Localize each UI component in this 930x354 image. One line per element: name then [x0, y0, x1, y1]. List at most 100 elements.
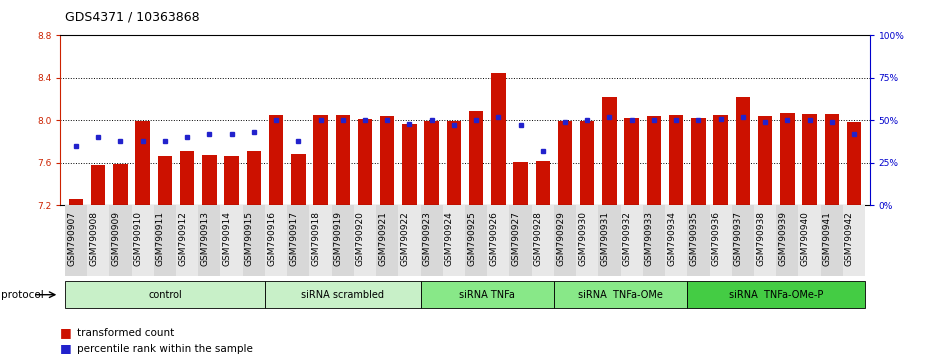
Text: GSM790919: GSM790919 — [334, 211, 343, 266]
Text: percentile rank within the sample: percentile rank within the sample — [77, 344, 253, 354]
Bar — [777, 205, 799, 276]
Bar — [358, 119, 372, 205]
Text: GSM790927: GSM790927 — [512, 211, 521, 266]
Text: GSM790918: GSM790918 — [312, 211, 321, 266]
Text: GSM790914: GSM790914 — [222, 211, 232, 266]
Bar — [131, 205, 153, 276]
Text: GSM790932: GSM790932 — [623, 211, 631, 266]
Bar — [624, 118, 639, 205]
Bar — [65, 205, 87, 276]
Bar — [179, 151, 194, 205]
Text: GSM790921: GSM790921 — [379, 211, 387, 266]
Bar — [353, 205, 376, 276]
Text: GSM790929: GSM790929 — [556, 211, 565, 266]
Text: GSM790924: GSM790924 — [445, 211, 454, 266]
Bar — [87, 205, 110, 276]
Bar — [558, 121, 572, 205]
Bar — [380, 116, 394, 205]
Text: GSM790935: GSM790935 — [689, 211, 698, 266]
Text: GSM790931: GSM790931 — [601, 211, 609, 266]
Text: GSM790912: GSM790912 — [179, 211, 187, 266]
Text: siRNA scrambled: siRNA scrambled — [301, 290, 384, 300]
Bar — [424, 121, 439, 205]
Text: GDS4371 / 10363868: GDS4371 / 10363868 — [65, 11, 200, 24]
Bar — [420, 205, 443, 276]
Bar — [176, 205, 198, 276]
Bar — [265, 205, 287, 276]
Bar — [736, 97, 751, 205]
Text: GSM790913: GSM790913 — [200, 211, 209, 266]
Bar — [446, 121, 461, 205]
Bar — [332, 205, 353, 276]
Text: GSM790923: GSM790923 — [422, 211, 432, 266]
Bar — [487, 205, 510, 276]
Bar — [465, 205, 487, 276]
Text: GSM790922: GSM790922 — [401, 211, 409, 266]
Bar — [799, 205, 820, 276]
Text: GSM790940: GSM790940 — [801, 211, 809, 266]
Bar — [310, 205, 332, 276]
Bar — [554, 281, 687, 308]
Bar — [646, 116, 661, 205]
Text: GSM790908: GSM790908 — [89, 211, 99, 266]
Text: GSM790925: GSM790925 — [467, 211, 476, 266]
Text: GSM790926: GSM790926 — [489, 211, 498, 266]
Text: siRNA  TNFa-OMe: siRNA TNFa-OMe — [578, 290, 663, 300]
Text: GSM790938: GSM790938 — [756, 211, 765, 266]
Bar — [469, 111, 484, 205]
Bar — [843, 205, 865, 276]
Text: GSM790917: GSM790917 — [289, 211, 299, 266]
Bar — [847, 122, 861, 205]
Bar — [665, 205, 687, 276]
Bar — [158, 156, 172, 205]
Bar — [713, 115, 728, 205]
Bar — [643, 205, 665, 276]
Text: GSM790934: GSM790934 — [667, 211, 676, 266]
Text: GSM790942: GSM790942 — [845, 211, 854, 266]
Bar — [376, 205, 398, 276]
Bar — [536, 161, 550, 205]
Text: GSM790941: GSM790941 — [823, 211, 831, 266]
Text: ■: ■ — [60, 326, 76, 339]
Text: GSM790937: GSM790937 — [734, 211, 743, 266]
Text: GSM790920: GSM790920 — [356, 211, 365, 266]
Bar — [313, 115, 327, 205]
Text: protocol: protocol — [1, 290, 44, 300]
Bar — [113, 164, 127, 205]
Text: control: control — [148, 290, 181, 300]
Bar — [224, 156, 239, 205]
Bar — [669, 115, 684, 205]
Bar — [803, 114, 817, 205]
Bar — [398, 205, 420, 276]
Bar — [732, 205, 754, 276]
Bar — [291, 154, 306, 205]
Text: ■: ■ — [60, 342, 76, 354]
Text: GSM790930: GSM790930 — [578, 211, 587, 266]
Bar — [69, 199, 83, 205]
Bar — [287, 205, 310, 276]
Bar — [758, 116, 772, 205]
Bar — [402, 124, 417, 205]
Bar — [710, 205, 732, 276]
Bar — [420, 281, 554, 308]
Bar — [202, 155, 217, 205]
Bar — [153, 205, 176, 276]
Text: GSM790910: GSM790910 — [134, 211, 142, 266]
Bar — [580, 121, 594, 205]
Text: GSM790936: GSM790936 — [711, 211, 721, 266]
Text: transformed count: transformed count — [77, 328, 175, 338]
Bar — [691, 118, 706, 205]
Text: siRNA TNFa: siRNA TNFa — [459, 290, 515, 300]
Text: GSM790933: GSM790933 — [644, 211, 654, 266]
Bar — [598, 205, 620, 276]
Text: siRNA  TNFa-OMe-P: siRNA TNFa-OMe-P — [729, 290, 823, 300]
Bar — [491, 73, 506, 205]
Bar — [820, 205, 843, 276]
Bar — [265, 281, 420, 308]
Bar — [110, 205, 131, 276]
Text: GSM790916: GSM790916 — [267, 211, 276, 266]
Bar — [780, 113, 794, 205]
Text: GSM790911: GSM790911 — [156, 211, 165, 266]
Bar — [825, 114, 839, 205]
Bar — [510, 205, 532, 276]
